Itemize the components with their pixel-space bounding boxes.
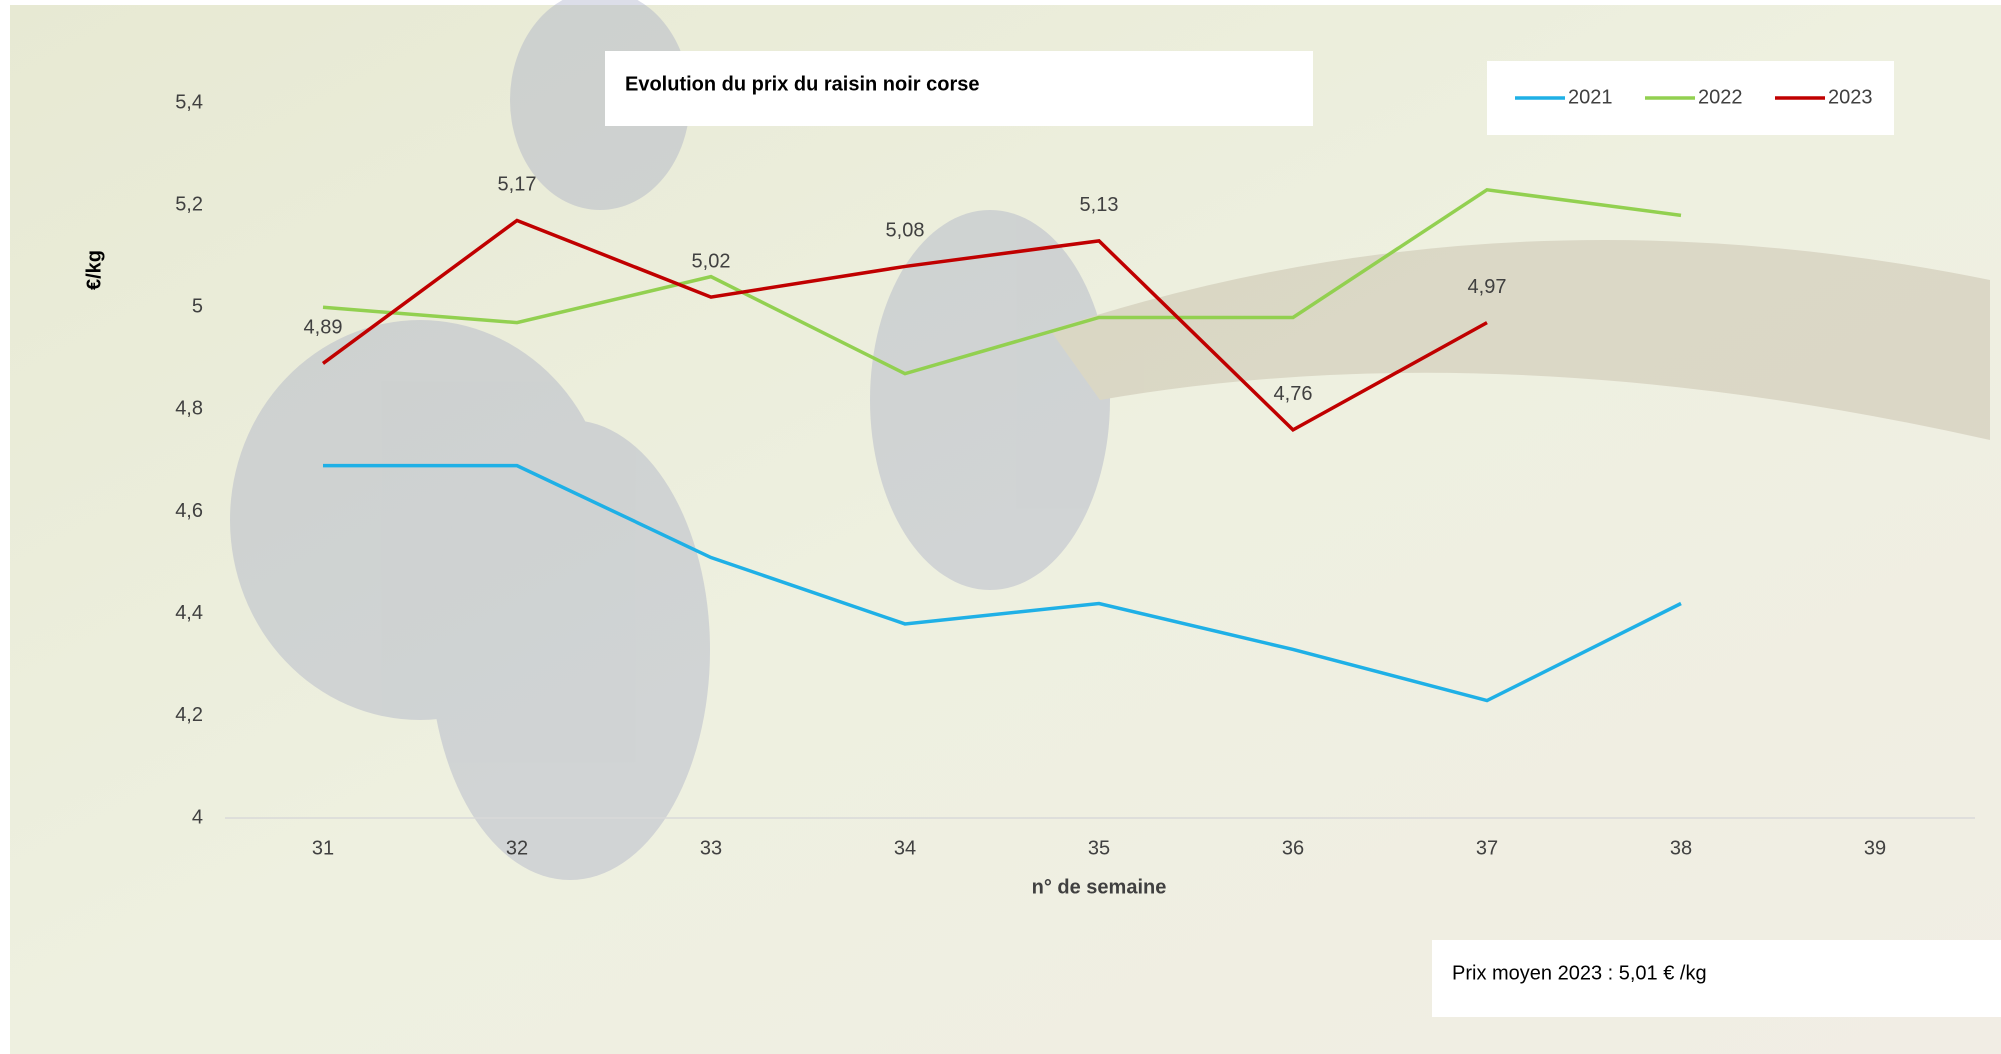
y-axis-title: €/kg — [83, 250, 105, 290]
y-tick-label: 4,6 — [175, 500, 203, 522]
data-label: 5,08 — [886, 220, 925, 242]
y-tick-label: 4,8 — [175, 398, 203, 420]
data-label: 5,02 — [692, 250, 731, 272]
x-tick-label: 38 — [1670, 837, 1692, 859]
legend-label: 2022 — [1698, 86, 1743, 108]
y-tick-label: 5,2 — [175, 193, 203, 215]
data-label: 4,97 — [1468, 276, 1507, 298]
data-label: 4,76 — [1274, 383, 1313, 405]
data-label: 5,17 — [498, 174, 537, 196]
x-tick-label: 32 — [506, 837, 528, 859]
y-tick-label: 5,4 — [175, 91, 203, 113]
legend-label: 2021 — [1568, 86, 1613, 108]
y-tick-label: 5 — [192, 296, 203, 318]
y-tick-label: 4 — [192, 806, 203, 828]
annotation: Prix moyen 2023 : 5,01 € /kg — [1452, 962, 1707, 984]
title-box — [605, 51, 1313, 126]
x-tick-label: 34 — [894, 837, 916, 859]
series-line — [321, 218, 1488, 433]
x-tick-label: 36 — [1282, 837, 1304, 859]
x-tick-label: 37 — [1476, 837, 1498, 859]
photo-bg — [10, 5, 2001, 1054]
annotation-box — [1432, 940, 2001, 1017]
y-tick-label: 4,4 — [175, 602, 203, 624]
legend-label: 2023 — [1828, 86, 1873, 108]
data-label: 4,89 — [304, 317, 343, 339]
y-tick-label: 4,2 — [175, 704, 203, 726]
x-tick-label: 35 — [1088, 837, 1110, 859]
grape-decor — [230, 0, 1990, 880]
x-axis-title: n° de semaine — [1032, 876, 1167, 898]
x-tick-label: 39 — [1864, 837, 1886, 859]
series-line — [322, 188, 1682, 376]
x-tick-label: 33 — [700, 837, 722, 859]
series-line — [323, 463, 1682, 703]
x-tick-label: 31 — [312, 837, 334, 859]
data-label: 5,13 — [1080, 194, 1119, 216]
chart-title: Evolution du prix du raisin noir corse — [625, 73, 980, 95]
